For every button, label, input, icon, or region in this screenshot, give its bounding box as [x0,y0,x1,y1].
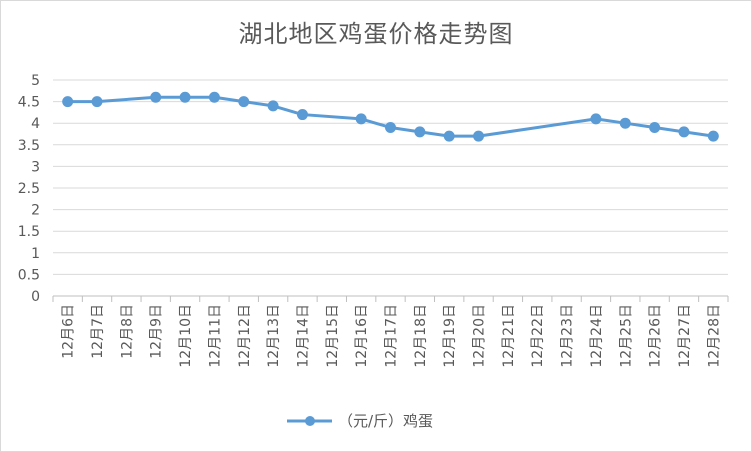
x-tick-label: 12月7日 [90,304,106,359]
legend-label: （元/斤）鸡蛋 [338,412,433,430]
y-tick-label: 4.5 [18,95,40,111]
x-tick-label: 12月22日 [530,304,546,368]
x-tick-label: 12月25日 [618,304,634,368]
y-tick-label: 0.5 [18,267,40,283]
x-tick-label: 12月13日 [266,304,282,368]
x-tick-label: 12月8日 [119,304,135,359]
x-tick-label: 12月18日 [413,304,429,368]
data-point [385,122,396,134]
y-tick-label: 3 [31,159,40,175]
data-point [355,113,367,125]
y-tick-label: 2.5 [18,181,40,197]
data-point [208,91,220,103]
data-point [150,91,162,103]
y-tick-label: 5 [31,73,40,89]
y-tick-label: 3.5 [18,138,40,154]
data-point [590,113,602,125]
x-tick-label: 12月19日 [442,304,458,368]
x-tick-label: 12月15日 [325,304,341,368]
data-point [267,100,279,112]
x-tick-label: 12月24日 [589,304,605,368]
x-tick-label: 12月6日 [61,304,77,359]
data-point [443,130,455,142]
data-point [91,96,103,108]
data-point [296,109,308,121]
chart-title: 湖北地区鸡蛋价格走势图 [238,20,514,48]
data-point [473,130,485,142]
y-tick-label: 0 [31,289,40,305]
data-point [649,122,661,134]
x-axis [52,295,729,302]
legend: （元/斤）鸡蛋 [287,412,433,430]
x-axis-ticks: 12月6日 12月7日 12月8日 12月9日 12月10日 12月11日 12月12日 12… [61,304,723,368]
x-tick-label: 12月12日 [237,304,253,368]
series-layer [62,91,719,142]
x-tick-label: 12月11日 [207,304,223,368]
data-point [238,96,250,108]
x-tick-label: 12月17日 [384,304,400,368]
data-point [62,96,74,108]
x-tick-label: 12月27日 [677,304,693,368]
gridlines [53,79,728,275]
x-tick-label: 12月16日 [354,304,370,368]
x-tick-label: 12月26日 [648,304,664,368]
data-point [179,91,191,103]
y-tick-label: 4 [31,116,40,132]
x-tick-label: 12月21日 [501,304,517,368]
y-axis-ticks: 0 0.5 1 1.5 2 2.5 3 3.5 4 4.5 5 [18,73,40,305]
y-tick-label: 1.5 [18,224,40,240]
x-tick-label: 12月9日 [149,304,165,359]
legend-marker-swatch [305,416,315,426]
x-tick-label: 12月20日 [472,304,488,368]
data-point [707,130,719,142]
data-point [678,126,690,138]
data-point [619,117,631,129]
y-tick-label: 2 [31,203,40,219]
x-tick-label: 12月23日 [560,304,576,368]
x-tick-label: 12月10日 [178,304,194,368]
x-tick-label: 12月28日 [706,304,722,368]
y-tick-label: 1 [31,246,40,262]
x-tick-label: 12月14日 [295,304,311,368]
data-point [414,126,426,138]
